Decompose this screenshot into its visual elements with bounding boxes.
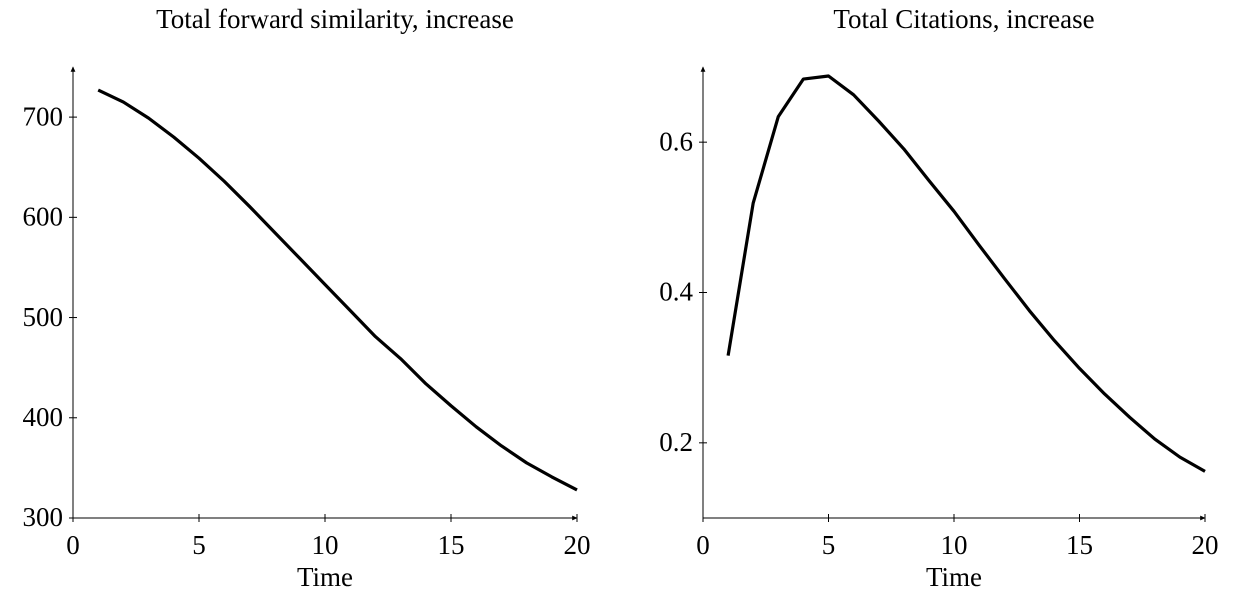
x-axis-label: Time: [926, 562, 982, 592]
data-line: [97, 88, 578, 492]
y-tick-label: 700: [23, 101, 64, 131]
x-tick-label: 5: [192, 530, 206, 560]
x-axis-label: Time: [297, 562, 353, 592]
y-tick-label: 300: [23, 502, 64, 532]
x-tick-label: 10: [941, 530, 968, 560]
chart-title: Total Citations, increase: [833, 4, 1094, 34]
x-tick-label: 0: [66, 530, 80, 560]
y-tick-label: 400: [23, 402, 64, 432]
y-tick-label: 0.2: [659, 427, 693, 457]
y-tick-label: 0.6: [659, 126, 693, 156]
y-tick-label: 500: [23, 302, 64, 332]
x-tick-label: 20: [564, 530, 591, 560]
chart-title: Total forward similarity, increase: [156, 4, 514, 34]
x-tick-label: 5: [822, 530, 836, 560]
x-tick-label: 20: [1192, 530, 1219, 560]
y-tick-label: 600: [23, 202, 64, 232]
data-line: [726, 74, 1206, 473]
x-tick-label: 10: [312, 530, 339, 560]
x-tick-label: 15: [1066, 530, 1093, 560]
y-tick-label: 0.4: [659, 277, 693, 307]
x-tick-label: 0: [696, 530, 710, 560]
x-tick-label: 15: [438, 530, 465, 560]
